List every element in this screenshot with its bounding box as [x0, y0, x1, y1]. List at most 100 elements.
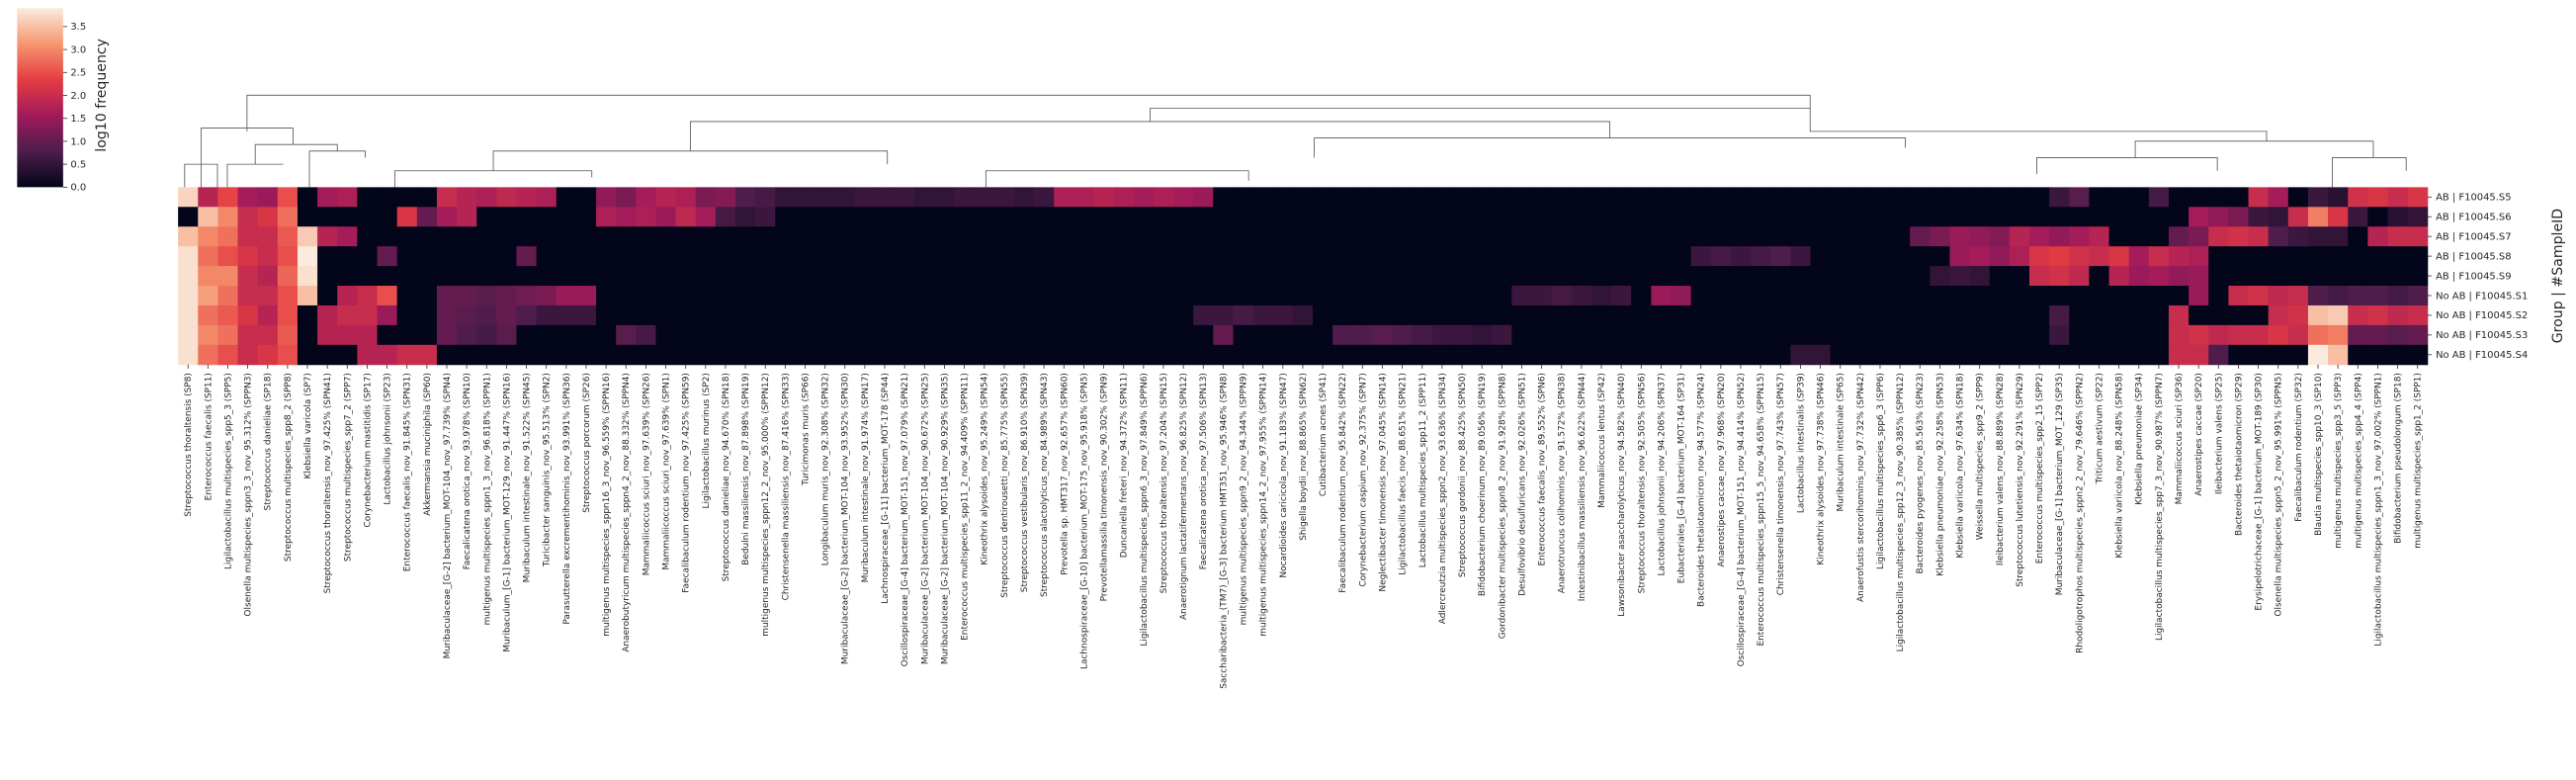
column-label: Weissella multispecies_spp9_2 (SPP9) [1976, 373, 1986, 540]
heatmap-cell [974, 286, 995, 306]
heatmap-cell [1233, 266, 1254, 287]
heatmap-cell [1631, 246, 1652, 267]
heatmap-cell [476, 324, 497, 346]
heatmap-cell [2367, 344, 2388, 366]
heatmap-cell [277, 266, 299, 287]
heatmap-cell [1810, 226, 1832, 247]
column-label: Lactobacillus johnsonii (SP23) [384, 373, 393, 505]
column-label: Blautia multispecies_spp10_3 (SP10) [2314, 373, 2324, 536]
heatmap-cell [1093, 226, 1115, 247]
heatmap-cell [1392, 207, 1414, 227]
heatmap-cell [297, 304, 318, 326]
heatmap-cell [1890, 344, 1911, 366]
heatmap-cell [396, 187, 418, 208]
column-label: Lachnospiraceae_[G-10] bacterium_MOT-175… [1079, 373, 1089, 669]
column-label: Akkermansia muciniphila (SP60) [423, 373, 433, 516]
heatmap-cell [1989, 344, 2011, 366]
heatmap-cell [1412, 266, 1433, 287]
heatmap-cell [1412, 207, 1433, 227]
heatmap-cell [1751, 266, 1771, 287]
heatmap-cell [237, 246, 259, 267]
heatmap-cell [934, 304, 956, 326]
heatmap-cell [1034, 226, 1055, 247]
heatmap-cell [775, 304, 796, 326]
heatmap-cell [1113, 226, 1135, 247]
heatmap-cell [1133, 187, 1155, 208]
heatmap-cell [655, 304, 677, 326]
heatmap-cell [1989, 266, 2011, 287]
heatmap-cell [1093, 304, 1115, 326]
heatmap-cell [1830, 304, 1851, 326]
heatmap-cell [2248, 187, 2270, 208]
heatmap-cell [1531, 226, 1553, 247]
heatmap-cell [1472, 187, 1493, 208]
heatmap-cell [1631, 286, 1652, 306]
heatmap-cell [396, 304, 418, 326]
heatmap-cell [2387, 304, 2409, 326]
column-label: Anaerotruncus colihominis_nov_91.572% (S… [1558, 373, 1568, 593]
column-label: Olsenella multispecies_sppn5_2_nov_95.99… [2275, 373, 2284, 617]
heatmap-cell [1631, 187, 1652, 208]
colorbar-tick-label: 2.0 [70, 91, 86, 102]
heatmap-cell [1730, 324, 1752, 346]
heatmap-cell [854, 207, 876, 227]
heatmap-cell [1631, 266, 1652, 287]
column-label: Klebsiella pneumoniae (SP34) [2135, 373, 2145, 505]
heatmap-cell [2348, 226, 2368, 247]
heatmap-cell [1272, 187, 1294, 208]
heatmap-cell [1073, 304, 1094, 326]
column-label: multigenus multispecies_sppn12_2_nov_95.… [761, 373, 771, 637]
heatmap-cell [1173, 246, 1194, 267]
heatmap-cell [1969, 266, 1991, 287]
heatmap-cell [655, 226, 677, 247]
heatmap-cell [237, 207, 259, 227]
heatmap-cell [1113, 286, 1135, 306]
heatmap-cell [735, 324, 756, 346]
heatmap-cell [1093, 286, 1115, 306]
heatmap-cell [496, 266, 517, 287]
heatmap-cell [1810, 246, 1832, 267]
heatmap-cell [2148, 246, 2170, 267]
heatmap-cell [1213, 207, 1234, 227]
heatmap-cell [2128, 246, 2150, 267]
heatmap-cell [636, 266, 656, 287]
heatmap-cell [1511, 246, 1533, 267]
heatmap-cell [1989, 286, 2011, 306]
heatmap-cell [695, 344, 717, 366]
heatmap-cell [277, 344, 299, 366]
heatmap-cell [2307, 324, 2329, 346]
column-label: multigenus multispecies_spp3_5 (SPP3) [2334, 373, 2344, 549]
heatmap-cell [1849, 226, 1871, 247]
heatmap-cell [735, 304, 756, 326]
heatmap-cell [556, 304, 577, 326]
heatmap-cell [1372, 304, 1394, 326]
heatmap-cell [377, 286, 398, 306]
column-label: multigenus multispecies_sppn1_3_nov_96.8… [482, 373, 492, 625]
heatmap-cell [556, 324, 577, 346]
heatmap-cell [914, 286, 935, 306]
heatmap-cell [2367, 207, 2388, 227]
heatmap-cell [476, 344, 497, 366]
heatmap-cell [1849, 246, 1871, 267]
heatmap-cell [2128, 187, 2150, 208]
heatmap-cell [1651, 207, 1673, 227]
heatmap-cell [1969, 187, 1991, 208]
column-label: Streptococcus multispecies_spp8_2 (SPP8) [284, 373, 294, 562]
heatmap-cell [457, 226, 477, 247]
heatmap-cell [834, 324, 856, 346]
heatmap-cell [1352, 324, 1373, 346]
heatmap-cell [2287, 226, 2309, 247]
heatmap-cell [377, 266, 398, 287]
heatmap-cell [974, 266, 995, 287]
heatmap-cell [2228, 246, 2250, 267]
heatmap-cell [2128, 324, 2150, 346]
heatmap-cell [1631, 344, 1652, 366]
heatmap-cell [496, 286, 517, 306]
heatmap-cell [1013, 246, 1035, 267]
dendrogram-link [1314, 137, 1906, 158]
heatmap-cell [1372, 344, 1394, 366]
heatmap-cell [1233, 187, 1254, 208]
heatmap-cell [2049, 324, 2070, 346]
heatmap-cell [735, 344, 756, 366]
heatmap-cell [1313, 207, 1333, 227]
